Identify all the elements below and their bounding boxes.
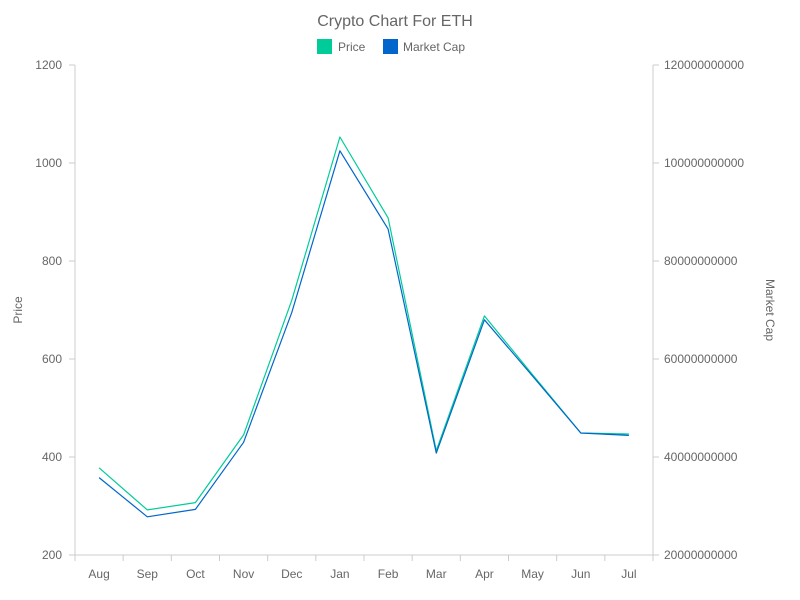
- legend: Price Market Cap: [317, 39, 465, 54]
- left-tick-label: 200: [42, 548, 62, 562]
- x-tick-label: Feb: [378, 567, 399, 581]
- x-tick-label: Jul: [621, 567, 636, 581]
- left-tick-label: 800: [42, 254, 62, 268]
- x-tick-label: Mar: [426, 567, 447, 581]
- x-tick-label: Jun: [571, 567, 590, 581]
- series-line-price[interactable]: [98, 136, 629, 511]
- series-lines: [98, 136, 629, 518]
- x-tick-label: Sep: [137, 567, 159, 581]
- right-tick-label: 80000000000: [664, 254, 738, 268]
- right-tick-label: 40000000000: [664, 450, 738, 464]
- right-tick-label: 100000000000: [664, 156, 744, 170]
- x-tick-label: Oct: [186, 567, 205, 581]
- left-tick-label: 1000: [35, 156, 62, 170]
- series-line-market-cap[interactable]: [98, 150, 629, 518]
- right-axis-label: Market Cap: [763, 279, 777, 341]
- right-tick-label: 60000000000: [664, 352, 738, 366]
- x-tick-label: Dec: [281, 567, 302, 581]
- legend-label[interactable]: Market Cap: [403, 40, 465, 54]
- right-tick-label: 120000000000: [664, 58, 744, 72]
- x-tick-label: Jan: [330, 567, 349, 581]
- x-tick-label: Aug: [88, 567, 109, 581]
- x-tick-label: Nov: [233, 567, 254, 581]
- left-tick-label: 1200: [35, 58, 62, 72]
- legend-swatch[interactable]: [317, 39, 332, 54]
- legend-swatch[interactable]: [383, 39, 398, 54]
- left-axis-label: Price: [11, 296, 25, 324]
- legend-label[interactable]: Price: [338, 40, 366, 54]
- right-tick-label: 20000000000: [664, 548, 738, 562]
- left-tick-label: 600: [42, 352, 62, 366]
- left-tick-label: 400: [42, 450, 62, 464]
- chart-title: Crypto Chart For ETH: [317, 13, 473, 30]
- x-tick-label: May: [521, 567, 544, 581]
- x-tick-label: Apr: [475, 567, 494, 581]
- axes: 200 400 600 800 1000 1200 20000000000 400000000…: [11, 58, 777, 581]
